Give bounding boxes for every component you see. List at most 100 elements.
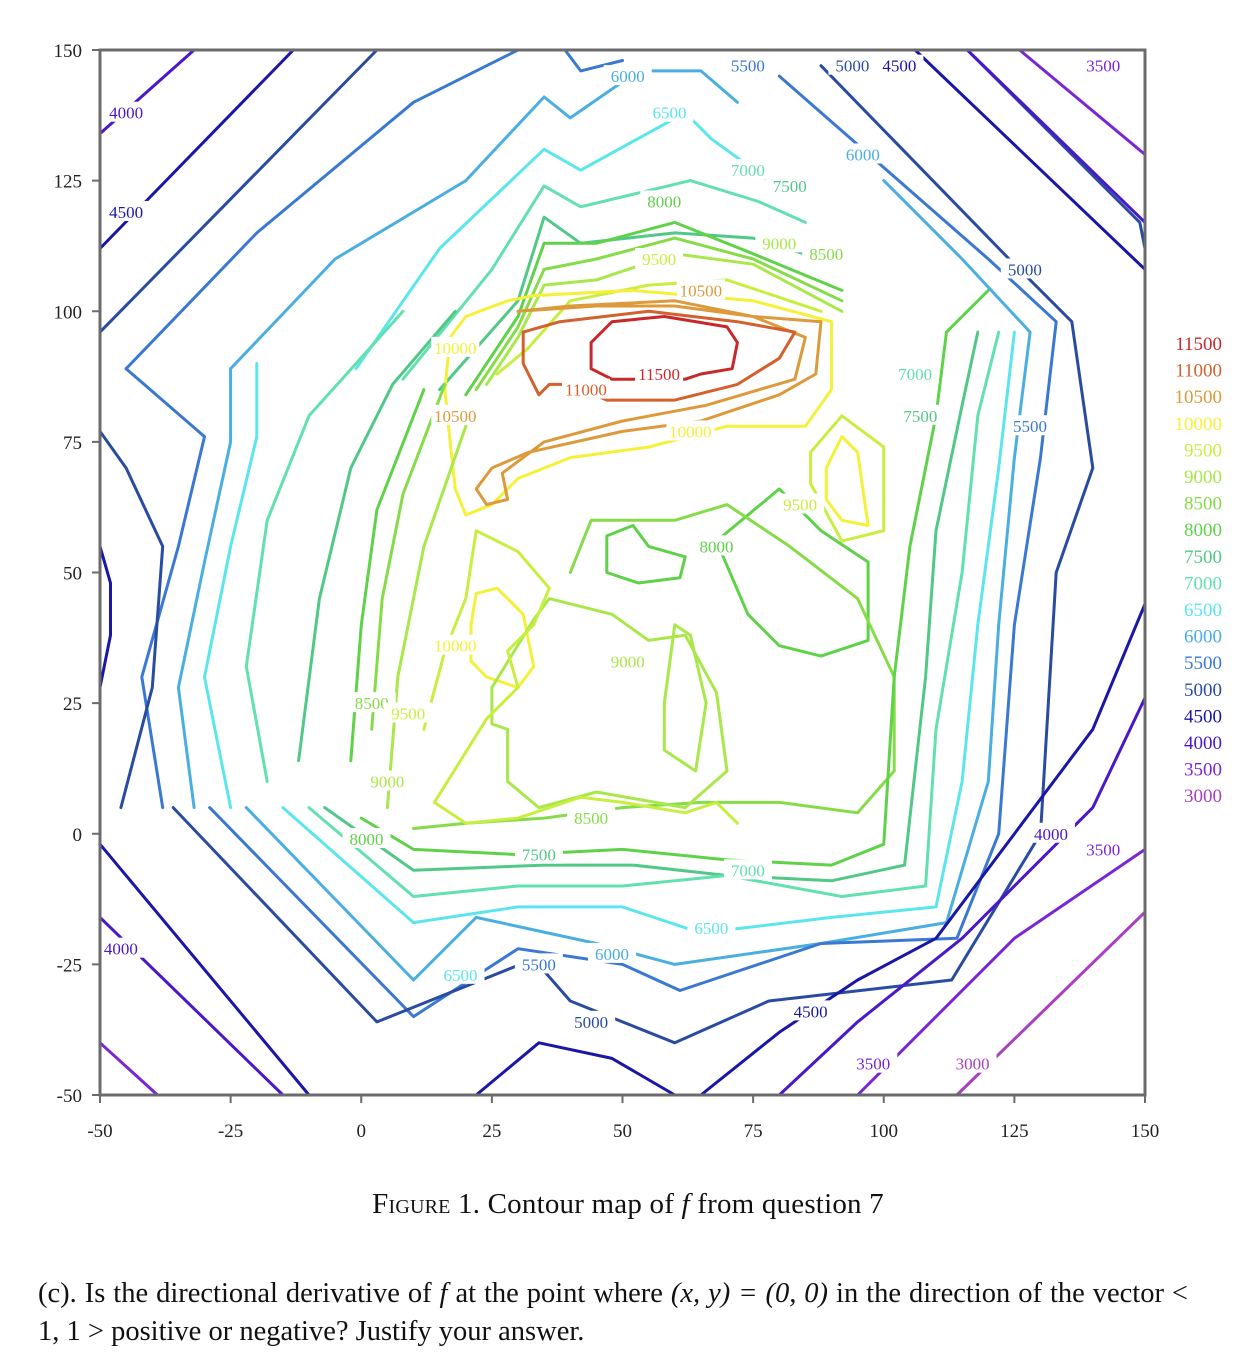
caption-suffix: from question 7 [689,1188,884,1220]
contour-line-11500 [589,315,739,381]
contour-line-6500 [281,330,1016,935]
contour-label: 5500 [522,955,556,974]
contour-label-bg [102,200,151,221]
contour-line-5500 [563,48,624,73]
contour-line-6500 [203,362,259,810]
contour-label-bg [431,336,480,357]
legend-entry: 3500 [1184,760,1222,781]
contour-label: 8500 [355,694,389,713]
contour-line-7500 [323,330,980,883]
contour-label: 7500 [903,407,937,426]
legend-entry: 6500 [1184,600,1222,621]
y-tick-label: 75 [63,433,82,454]
question-text: Is the directional derivative of [76,1278,440,1309]
y-tick-label: 125 [54,172,83,193]
contour-line-7500 [297,309,457,763]
contour-label-bg [96,937,145,958]
contour-line-4000 [777,696,1147,1097]
contour-line-5500 [124,367,206,810]
caption-text: Contour map of [480,1188,682,1220]
contour-label: 7500 [522,846,556,865]
contour-label: 4500 [109,203,143,222]
y-tick-label: 150 [54,41,83,62]
y-tick-label: -50 [57,1086,82,1107]
contour-line-4500 [98,842,311,1097]
contour-line-9500 [422,529,739,825]
contour-line-8000 [464,220,844,397]
y-tick-label: 0 [73,825,83,846]
contour-label: 10500 [434,407,477,426]
contour-line-3500 [1018,48,1147,156]
contour-label: 9500 [391,705,425,724]
contour-line-5500 [208,74,1058,1019]
contour-label-bg [363,770,412,791]
contour-label-bg [786,1000,835,1021]
contour-label-bg [723,859,772,880]
x-tick-label: 25 [482,1121,501,1142]
contour-label-bg [588,942,637,963]
question-text: in the direction of the vector [828,1278,1172,1309]
question-text: positive or negative? Justify your answe… [103,1316,585,1347]
contour-label: 6000 [611,67,645,86]
contour-label: 5000 [835,57,869,76]
question-vector: < 1, 1 > [38,1278,1188,1347]
contour-label-bg [384,702,433,723]
y-axis: -50 -25 0 25 50 75 100 125 150 [54,41,100,1107]
contour-line-8000 [605,524,687,585]
contour-label: 5500 [731,57,765,76]
contour-label-bg [1079,838,1128,859]
contour-label: 6000 [595,945,629,964]
contour-line-9500 [809,414,886,543]
contour-label-bg [635,248,684,268]
caption-prefix: Figure 1. [372,1188,481,1220]
contour-line-8500 [370,382,447,731]
contour-line-7000 [401,179,807,381]
question-part-c: (c). Is the directional derivative of f … [38,1275,1188,1351]
contour-label: 7000 [731,161,765,180]
contour-label-bg [102,101,151,122]
contour-line-4500 [474,1041,677,1097]
y-tick-label: 100 [54,302,83,323]
contour-label: 9000 [611,652,645,671]
contour-label-bg [891,362,940,383]
question-part-label: (c). [38,1278,77,1309]
legend-entry: 10500 [1175,387,1223,408]
contour-label-bg [645,101,694,122]
legend-entry: 9500 [1184,440,1222,461]
figure-caption: Figure 1. Contour map of f from question… [0,1188,1256,1221]
contour-line-6500 [354,111,771,371]
contour-label-bg [687,916,736,937]
plot-frame [98,48,1147,1097]
contour-label: 7000 [898,365,932,384]
contour-label-bg [347,692,396,713]
legend-entry: 8000 [1184,520,1222,541]
contour-line-3500 [856,847,1147,1097]
contour-label-bg [603,65,652,86]
contour-label-bg [802,242,851,263]
contour-lines [98,48,1147,1097]
contour-line-10000 [824,435,870,527]
x-tick-label: -25 [218,1121,243,1142]
y-tick-label: 50 [63,564,82,585]
contour-label: 8000 [349,830,383,849]
legend-entry: 8500 [1184,494,1222,515]
contour-line-11000 [521,309,797,402]
x-tick-label: 75 [744,1121,763,1142]
contour-label-bg [875,54,924,75]
contour-line-4500 [699,602,1147,1097]
contour-label: 3500 [856,1055,890,1074]
x-tick-label: 150 [1131,1121,1160,1142]
contour-line-6000 [229,69,739,371]
contour-label: 9500 [642,250,676,269]
contour-label: 9000 [762,234,796,253]
contour-label: 10000 [434,637,477,656]
contour-label: 9000 [370,773,404,792]
contour-label-bg [431,634,480,655]
contour-label-bg [676,279,725,300]
x-tick-label: 50 [613,1121,632,1142]
legend-entry: 5000 [1184,680,1222,701]
legend-entry: 6000 [1184,627,1222,648]
contour-line-3500 [98,1041,159,1097]
y-tick-label: 25 [63,694,82,715]
